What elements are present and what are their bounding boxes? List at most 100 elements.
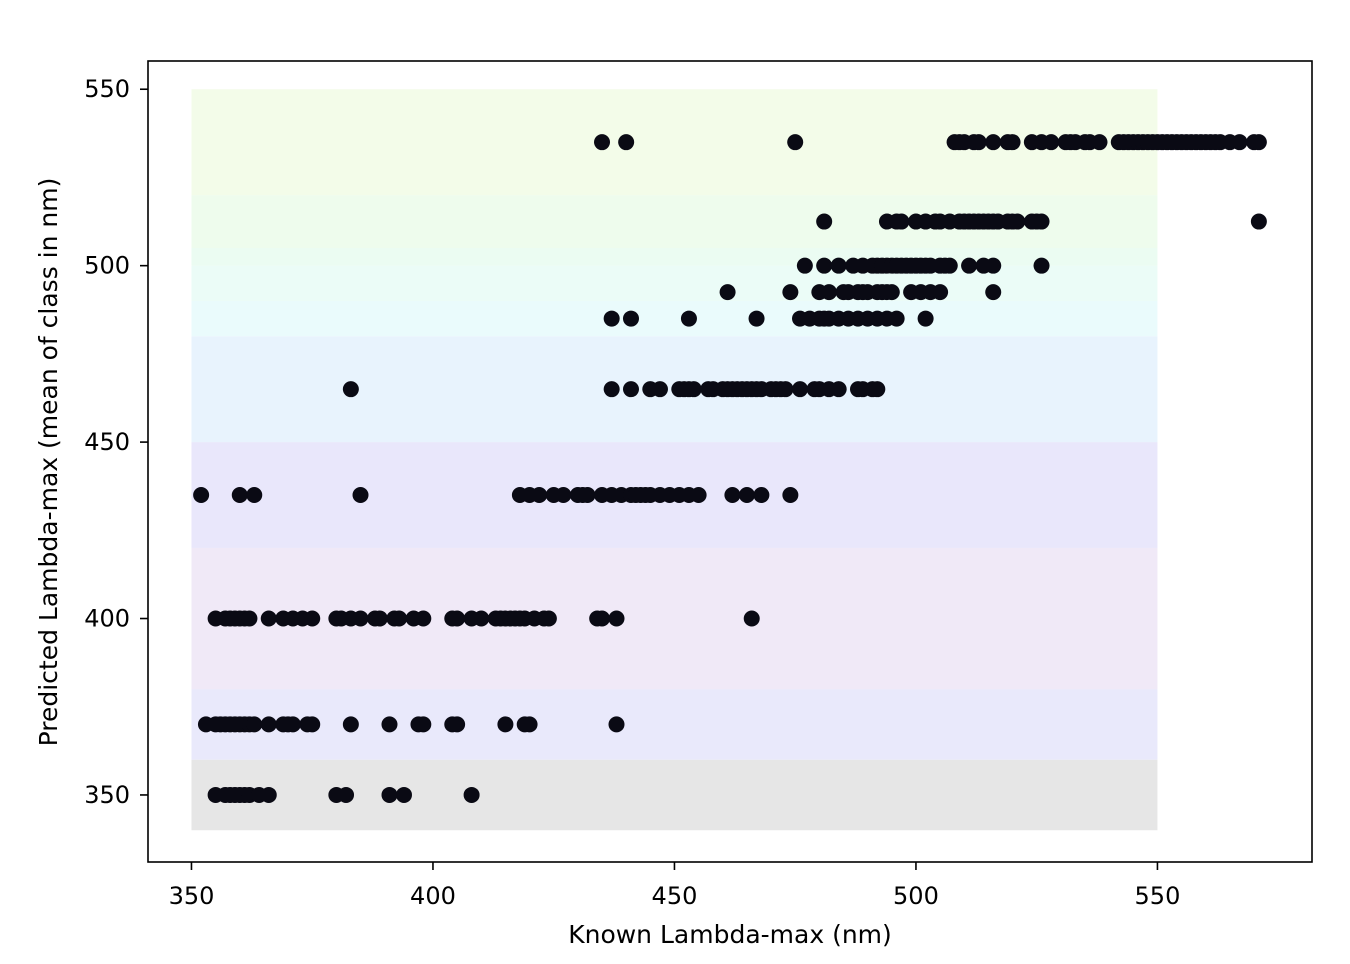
data-point	[743, 610, 760, 627]
data-point	[352, 487, 369, 504]
data-point	[463, 786, 480, 803]
data-point	[304, 716, 321, 733]
plot-frame	[147, 60, 1313, 863]
data-point	[1250, 213, 1267, 230]
data-point	[395, 786, 412, 803]
data-point	[338, 786, 355, 803]
y-tick-label: 450	[84, 428, 130, 456]
background-band	[191, 248, 1158, 266]
data-point	[381, 716, 398, 733]
y-axis-label: Predicted Lambda-max (mean of class in n…	[34, 178, 63, 747]
x-tick-label: 400	[410, 882, 456, 910]
data-point	[651, 381, 668, 398]
data-point	[622, 310, 639, 327]
data-point	[342, 381, 359, 398]
data-point	[231, 487, 248, 504]
data-point	[415, 716, 432, 733]
data-point	[531, 487, 548, 504]
data-point	[1250, 134, 1267, 151]
data-point	[579, 487, 596, 504]
background-band	[191, 265, 1158, 301]
data-point	[352, 610, 369, 627]
background-band	[191, 300, 1158, 337]
data-point	[1231, 134, 1248, 151]
data-point	[782, 284, 799, 301]
data-point	[618, 134, 635, 151]
data-point	[603, 310, 620, 327]
y-tick-label: 500	[84, 252, 130, 280]
y-tick-label: 550	[84, 75, 130, 103]
data-point	[594, 610, 611, 627]
x-axis-label: Known Lambda-max (nm)	[568, 920, 892, 949]
data-point	[830, 257, 847, 274]
data-point	[342, 716, 359, 733]
data-points	[193, 134, 1267, 803]
data-point	[603, 381, 620, 398]
data-point	[680, 310, 697, 327]
data-point	[985, 284, 1002, 301]
data-point	[473, 610, 490, 627]
data-point	[748, 310, 765, 327]
data-point	[821, 284, 838, 301]
data-point	[381, 786, 398, 803]
y-axis-ticks: 350 400 450 500 550	[84, 75, 148, 809]
data-point	[917, 310, 934, 327]
data-point	[304, 610, 321, 627]
data-point	[719, 284, 736, 301]
data-point	[284, 716, 301, 733]
data-point	[753, 487, 770, 504]
data-point	[738, 487, 755, 504]
data-point	[690, 487, 707, 504]
data-point	[830, 381, 847, 398]
data-point	[246, 716, 263, 733]
background-bands	[191, 89, 1158, 831]
data-point	[391, 610, 408, 627]
y-tick-label: 400	[84, 605, 130, 633]
data-point	[371, 610, 388, 627]
data-point	[782, 487, 799, 504]
data-point	[521, 716, 538, 733]
data-point	[961, 257, 978, 274]
y-tick-label: 350	[84, 781, 130, 809]
data-point	[787, 134, 804, 151]
data-point	[685, 381, 702, 398]
data-point	[816, 257, 833, 274]
data-point	[622, 381, 639, 398]
data-point	[985, 134, 1002, 151]
data-point	[497, 716, 514, 733]
data-point	[1009, 213, 1026, 230]
data-point	[1004, 134, 1021, 151]
data-point	[260, 786, 277, 803]
data-point	[594, 134, 611, 151]
data-point	[415, 610, 432, 627]
x-tick-label: 500	[893, 882, 939, 910]
data-point	[241, 610, 258, 627]
data-point	[932, 284, 949, 301]
data-point	[246, 487, 263, 504]
data-point	[893, 213, 910, 230]
data-point	[883, 284, 900, 301]
data-point	[816, 213, 833, 230]
data-point	[1091, 134, 1108, 151]
data-point	[792, 381, 809, 398]
data-point	[1033, 213, 1050, 230]
x-axis-ticks: 350 400 450 500 550	[169, 862, 1180, 910]
data-point	[888, 310, 905, 327]
data-point	[449, 716, 466, 733]
data-point	[540, 610, 557, 627]
data-point	[1033, 257, 1050, 274]
data-point	[608, 610, 625, 627]
data-point	[555, 487, 572, 504]
data-point	[193, 487, 210, 504]
data-point	[869, 381, 886, 398]
data-point	[449, 610, 466, 627]
data-point	[608, 716, 625, 733]
data-point	[724, 487, 741, 504]
data-point	[970, 134, 987, 151]
x-tick-label: 450	[652, 882, 698, 910]
background-band	[191, 689, 1158, 760]
data-point	[941, 257, 958, 274]
data-point	[260, 610, 277, 627]
x-tick-label: 350	[169, 882, 215, 910]
